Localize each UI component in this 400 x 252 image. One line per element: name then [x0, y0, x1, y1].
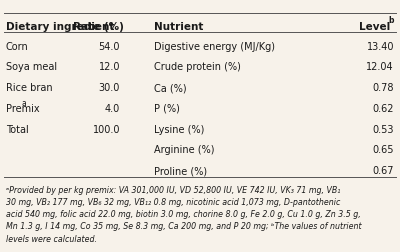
Text: Corn: Corn [6, 42, 29, 52]
Text: Rate (%): Rate (%) [72, 21, 124, 32]
Text: Total: Total [6, 124, 29, 134]
Text: b: b [388, 16, 394, 25]
Text: ᵃProvided by per kg premix: VA 301,000 IU, VD 52,800 IU, VE 742 IU, VK₃ 71 mg, V: ᵃProvided by per kg premix: VA 301,000 I… [6, 185, 362, 243]
Text: 30.0: 30.0 [99, 83, 120, 93]
Text: Lysine (%): Lysine (%) [154, 124, 204, 134]
Text: 100.0: 100.0 [92, 124, 120, 134]
Text: a: a [22, 99, 26, 108]
Text: 0.67: 0.67 [372, 166, 394, 176]
Text: Proline (%): Proline (%) [154, 166, 207, 176]
Text: Digestive energy (MJ/Kg): Digestive energy (MJ/Kg) [154, 42, 275, 52]
Text: Premix: Premix [6, 104, 40, 114]
Text: Level: Level [359, 21, 390, 32]
Text: Crude protein (%): Crude protein (%) [154, 62, 241, 72]
Text: 54.0: 54.0 [98, 42, 120, 52]
Text: 12.0: 12.0 [98, 62, 120, 72]
Text: Dietary ingredient: Dietary ingredient [6, 21, 114, 32]
Text: Rice bran: Rice bran [6, 83, 53, 93]
Text: P (%): P (%) [154, 104, 180, 114]
Text: 0.78: 0.78 [372, 83, 394, 93]
Text: 0.53: 0.53 [372, 124, 394, 134]
Text: 4.0: 4.0 [105, 104, 120, 114]
Text: 12.04: 12.04 [366, 62, 394, 72]
Text: Soya meal: Soya meal [6, 62, 57, 72]
Text: 0.65: 0.65 [372, 145, 394, 155]
Text: Nutrient: Nutrient [154, 21, 203, 32]
Text: Ca (%): Ca (%) [154, 83, 187, 93]
Text: 13.40: 13.40 [366, 42, 394, 52]
Text: 0.62: 0.62 [372, 104, 394, 114]
Text: Arginine (%): Arginine (%) [154, 145, 214, 155]
